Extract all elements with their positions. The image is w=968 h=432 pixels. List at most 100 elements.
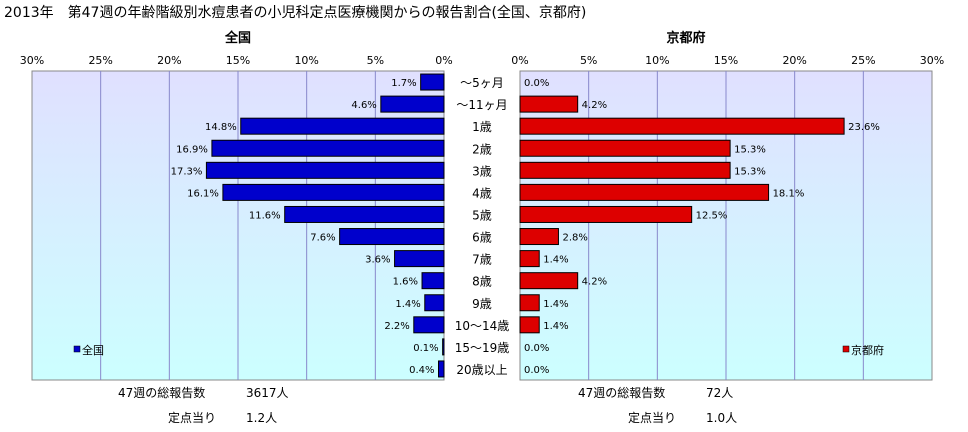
national-data-label: 3.6% <box>365 255 390 266</box>
kyoto-legend-swatch <box>842 345 850 353</box>
national-panel-title: 全国 <box>224 30 251 46</box>
national-data-label: 17.3% <box>171 166 203 177</box>
category-label: ～11ヶ月 <box>456 98 507 112</box>
category-label: 6歳 <box>472 231 492 245</box>
kyoto-data-label: 18.1% <box>773 188 805 199</box>
right-per-label: 定点当り <box>628 410 676 425</box>
kyoto-data-label: 1.4% <box>543 255 568 266</box>
kyoto-bar <box>519 272 579 290</box>
national-tick-label: 0% <box>435 54 452 67</box>
national-tick-label: 5% <box>367 54 384 67</box>
kyoto-bar <box>519 205 693 223</box>
national-bar <box>205 161 445 179</box>
right-total-label: 47週の総報告数 <box>578 385 665 400</box>
national-bar <box>339 228 445 246</box>
national-bar <box>394 250 445 268</box>
kyoto-legend-label: 京都府 <box>851 343 884 357</box>
category-label: 10～14歳 <box>455 319 510 333</box>
kyoto-data-label: 4.2% <box>582 100 607 111</box>
kyoto-bar <box>519 117 845 135</box>
kyoto-tick-label: 25% <box>851 54 875 67</box>
kyoto-data-label: 12.5% <box>696 210 728 221</box>
category-label: 5歳 <box>472 208 492 222</box>
left-per-label: 定点当り <box>168 410 216 425</box>
right-per-value: 1.0人 <box>706 411 737 425</box>
kyoto-data-label: 15.3% <box>734 144 766 155</box>
national-bar <box>413 316 445 334</box>
national-tick-label: 20% <box>157 54 181 67</box>
national-data-label: 16.1% <box>187 188 219 199</box>
kyoto-tick-label: 20% <box>782 54 806 67</box>
national-data-label: 0.1% <box>413 343 438 354</box>
national-data-label: 1.4% <box>395 299 420 310</box>
national-tick-label: 15% <box>226 54 250 67</box>
category-label: 20歳以上 <box>456 363 507 377</box>
kyoto-tick-label: 10% <box>645 54 669 67</box>
category-label: 8歳 <box>472 275 492 289</box>
chart-title: 2013年 第47週の年齢階級別水痘患者の小児科定点医療機関からの報告割合(全国… <box>4 4 586 21</box>
national-bar <box>240 117 445 135</box>
kyoto-panel: 0% 5% 10% 15% 20% 25% 30% 京都府 0.0% 4.2% 23.6% 15.3%… <box>511 30 944 381</box>
kyoto-data-label: 0.0% <box>524 365 549 376</box>
national-data-label: 14.8% <box>205 122 237 133</box>
category-label: 3歳 <box>472 164 492 178</box>
national-data-label: 2.2% <box>384 321 409 332</box>
left-per-value: 1.2人 <box>246 411 277 425</box>
kyoto-data-label: 2.8% <box>562 233 587 244</box>
national-data-label: 0.4% <box>409 365 434 376</box>
category-label: 9歳 <box>472 297 492 311</box>
national-bar <box>211 139 445 157</box>
national-panel: 30% 25% 20% 15% 10% 5% 0% 全国 1.7% 4.6% 14.8% 16.9% 1… <box>20 30 453 381</box>
category-label: 2歳 <box>472 142 492 156</box>
kyoto-data-label: 4.2% <box>582 277 607 288</box>
footer: 47週の総報告数 3617人 定点当り 1.2人 47週の総報告数 72人 定点… <box>118 385 737 425</box>
category-label: 7歳 <box>472 253 492 267</box>
category-label: ～5ヶ月 <box>460 76 504 90</box>
national-bar <box>284 205 445 223</box>
national-tick-label: 25% <box>88 54 112 67</box>
national-data-label: 11.6% <box>249 210 281 221</box>
national-legend-swatch <box>73 345 81 353</box>
national-data-label: 4.6% <box>351 100 376 111</box>
kyoto-bar <box>519 250 540 268</box>
national-bar <box>442 338 445 356</box>
kyoto-data-label: 1.4% <box>543 321 568 332</box>
kyoto-bar <box>519 316 540 334</box>
category-label: 4歳 <box>472 186 492 200</box>
kyoto-bar <box>519 183 770 201</box>
kyoto-data-label: 0.0% <box>524 78 549 89</box>
left-total-label: 47週の総報告数 <box>118 385 205 400</box>
kyoto-tick-label: 15% <box>714 54 738 67</box>
kyoto-bar <box>519 228 559 246</box>
national-bar <box>424 294 445 312</box>
kyoto-data-label: 23.6% <box>848 122 880 133</box>
left-total-value: 3617人 <box>246 386 289 400</box>
national-bar <box>380 95 445 113</box>
national-tick-label: 30% <box>20 54 44 67</box>
national-bar <box>421 272 445 290</box>
kyoto-tick-label: 30% <box>920 54 944 67</box>
category-labels: ～5ヶ月 ～11ヶ月 1歳 2歳 3歳 4歳 5歳 6歳 7歳 8歳 9歳 10～14歳 15～19歳 2… <box>455 76 510 377</box>
national-bar <box>438 360 445 378</box>
kyoto-bar <box>519 294 540 312</box>
kyoto-panel-title: 京都府 <box>666 30 705 46</box>
category-label: 15～19歳 <box>455 341 510 355</box>
kyoto-tick-label: 0% <box>511 54 528 67</box>
national-bar <box>222 183 445 201</box>
national-data-label: 1.7% <box>391 78 416 89</box>
national-bar <box>420 73 445 91</box>
kyoto-bar <box>519 139 731 157</box>
category-label: 1歳 <box>472 120 492 134</box>
national-data-label: 7.6% <box>310 233 335 244</box>
kyoto-data-label: 0.0% <box>524 343 549 354</box>
right-total-value: 72人 <box>706 386 733 400</box>
kyoto-tick-label: 5% <box>580 54 597 67</box>
kyoto-data-label: 1.4% <box>543 299 568 310</box>
kyoto-data-label: 15.3% <box>734 166 766 177</box>
national-data-label: 16.9% <box>176 144 208 155</box>
national-tick-label: 10% <box>294 54 318 67</box>
kyoto-bar <box>519 95 579 113</box>
national-legend-label: 全国 <box>82 343 104 357</box>
national-data-label: 1.6% <box>393 277 418 288</box>
